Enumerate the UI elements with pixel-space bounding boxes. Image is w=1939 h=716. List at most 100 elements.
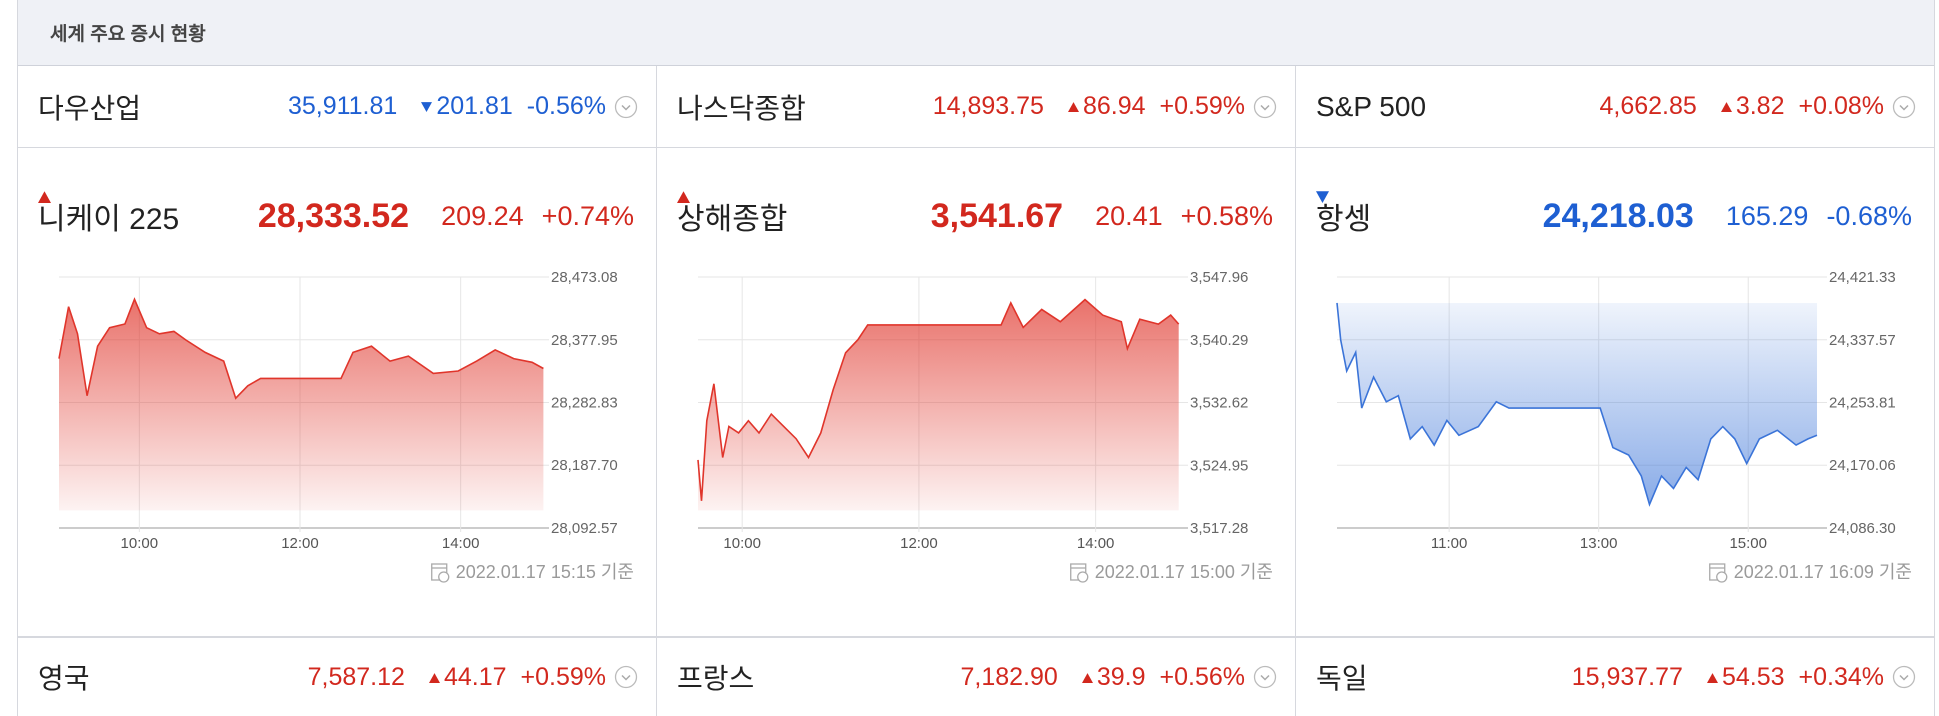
expand-chevron[interactable] (1899, 104, 1909, 111)
arrow-shape (1706, 672, 1718, 683)
y-tick-label: 28,377.95 (551, 332, 618, 349)
area (59, 299, 544, 511)
expand-button[interactable] (614, 665, 638, 689)
index-value: 4,662.85 (1599, 92, 1697, 120)
index-name: S&P 500 (1316, 90, 1427, 122)
line (1336, 302, 1818, 507)
expand-circle[interactable] (1253, 95, 1277, 118)
x-tick-label: 12:00 (281, 535, 319, 552)
y-tick-label: 3,532.62 (1190, 395, 1248, 412)
widget-header: 세계 주요 증시 현황 (18, 0, 1934, 66)
index-change: 44.17 (443, 662, 507, 691)
arrow-shape (1067, 102, 1079, 112)
expand-button[interactable] (1892, 665, 1916, 689)
index-value: 7,182.90 (960, 662, 1058, 691)
index-name: 니케이 225 (38, 203, 180, 236)
index-name: 항셍 (1316, 203, 1372, 236)
bottom-row: 영국 7,587.12 44.17 +0.59% 프랑스 7,182.90 39.9 +0.5… (18, 636, 1934, 716)
direction-arrow (1706, 672, 1718, 683)
expand-circle[interactable] (614, 665, 638, 689)
arrow-shape (1720, 102, 1732, 112)
y-tick-label: 3,517.28 (1190, 520, 1248, 537)
y-tick-label: 28,473.08 (551, 269, 618, 286)
arrow-shape (1316, 191, 1329, 203)
chart-panel: 3,517.28 3,524.95 3,532.62 3,540.29 3,547.96… (657, 148, 1296, 636)
expand-circle[interactable] (1892, 665, 1916, 689)
index-change: 86.94 (1082, 92, 1146, 120)
chart: 3,517.28 3,524.95 3,532.62 3,540.29 3,547.96… (697, 269, 1273, 583)
expand-button[interactable] (1892, 95, 1916, 119)
index-value: 24,218.03 (1542, 196, 1694, 235)
x-tick-label: 15:00 (1729, 535, 1767, 552)
index-name: 프랑스 (677, 663, 755, 694)
direction-arrow (1316, 191, 1329, 203)
expand-chevron[interactable] (1899, 674, 1909, 681)
expand-chevron[interactable] (1260, 104, 1270, 111)
chart-row: 28,092.57 28,187.70 28,282.83 28,377.95 28,4… (18, 148, 1934, 636)
chart: 24,086.30 24,170.06 24,253.81 24,337.57 24,4… (1336, 269, 1912, 583)
index-change: 201.81 (436, 92, 513, 120)
index-change-pct: +0.08% (1798, 92, 1885, 120)
index-value: 7,587.12 (307, 662, 405, 691)
expand-circle[interactable] (1892, 95, 1916, 118)
calendar-icon (1077, 571, 1089, 583)
index-change-pct: +0.58% (1180, 200, 1273, 231)
calendar-icon (1716, 571, 1728, 583)
index-name: 영국 (38, 663, 90, 694)
index-name: 독일 (1316, 663, 1368, 694)
index-name: 상해종합 (677, 203, 788, 236)
index-cell[interactable]: 영국 7,587.12 44.17 +0.59% (18, 638, 657, 716)
line (58, 297, 544, 400)
index-value: 35,911.81 (287, 92, 398, 120)
expand-button[interactable] (1253, 665, 1277, 689)
index-value: 28,333.52 (257, 196, 410, 235)
index-name: 나스닥종합 (677, 92, 806, 124)
direction-arrow (421, 102, 433, 112)
arrow-shape (38, 191, 51, 203)
timestamp: 2022.01.17 15:15 기준 (431, 562, 634, 583)
direction-arrow (428, 672, 440, 683)
x-tick-label: 10:00 (121, 535, 159, 552)
x-tick-label: 11:00 (1431, 535, 1467, 552)
index-change-pct: +0.74% (541, 200, 634, 231)
area (1337, 302, 1818, 505)
x-tick-label: 12:00 (900, 535, 938, 552)
y-tick-label: 24,421.33 (1829, 269, 1896, 286)
index-cell[interactable]: 나스닥종합 14,893.75 86.94 +0.59% (657, 66, 1296, 147)
expand-circle[interactable] (614, 95, 638, 118)
arrow-shape (1081, 672, 1093, 683)
expand-button[interactable] (1253, 95, 1277, 119)
y-tick-label: 3,547.96 (1190, 269, 1248, 286)
area (698, 299, 1179, 511)
index-change: 39.9 (1096, 662, 1146, 691)
chart-panel: 28,092.57 28,187.70 28,282.83 28,377.95 28,4… (18, 148, 657, 636)
index-change-pct: +0.59% (520, 662, 607, 691)
index-cell[interactable]: S&P 500 4,662.85 3.82 +0.08% (1296, 66, 1934, 147)
expand-chevron[interactable] (1260, 674, 1270, 681)
calendar-icon (438, 571, 450, 583)
timestamp-text: 2022.01.17 16:09 기준 (1734, 562, 1912, 582)
y-tick-label: 28,092.57 (551, 520, 618, 537)
arrow-shape (677, 191, 690, 203)
index-change-pct: -0.68% (1826, 200, 1912, 231)
x-tick-label: 10:00 (723, 535, 761, 552)
y-tick-label: 24,253.81 (1829, 395, 1896, 412)
index-change-pct: +0.34% (1798, 662, 1885, 691)
expand-circle[interactable] (1253, 665, 1277, 689)
line (697, 298, 1180, 501)
panel-header: 니케이 225 28,333.52 209.24 +0.74% (38, 190, 634, 242)
index-change-pct: +0.56% (1159, 662, 1246, 691)
index-cell[interactable]: 독일 15,937.77 54.53 +0.34% (1296, 638, 1934, 716)
timestamp: 2022.01.17 15:00 기준 (1070, 562, 1273, 583)
expand-button[interactable] (614, 95, 638, 119)
header-title: 세계 주요 증시 현황 (50, 24, 206, 45)
index-change: 20.41 (1095, 200, 1163, 231)
arrow-shape (421, 102, 433, 112)
index-change: 54.53 (1721, 662, 1785, 691)
index-cell[interactable]: 다우산업 35,911.81 201.81 -0.56% (18, 66, 657, 147)
index-change-pct: +0.59% (1159, 92, 1246, 120)
index-change: 165.29 (1725, 200, 1809, 231)
expand-chevron[interactable] (621, 674, 631, 681)
index-cell[interactable]: 프랑스 7,182.90 39.9 +0.56% (657, 638, 1296, 716)
expand-chevron[interactable] (621, 104, 631, 111)
